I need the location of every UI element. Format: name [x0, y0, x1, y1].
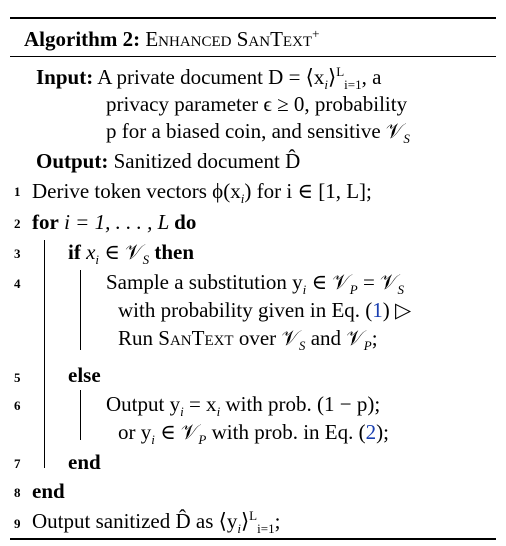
if-scope-bar — [80, 270, 82, 350]
line-number: 4 — [14, 276, 21, 291]
line-number: 8 — [14, 485, 21, 500]
algorithm-line-4c: Run SanText over 𝒱S and 𝒱P; — [118, 326, 378, 354]
algorithm-line-6b: or yi ∈ 𝒱P with prob. in Eq. (2); — [118, 420, 389, 448]
algorithm-line-8: end — [32, 479, 65, 503]
algorithm-line-1: Derive token vectors ϕ(xi) for i ∈ [1, L… — [32, 179, 372, 207]
algorithm-line-4: Sample a substitution yi ∈ 𝒱P = 𝒱S — [106, 270, 405, 298]
line-number: 5 — [14, 370, 21, 385]
line-number: 2 — [14, 216, 21, 231]
input-line-3: p for a biased coin, and sensitive 𝒱S — [106, 119, 410, 147]
algorithm-line-6: Output yi = xi with prob. (1 − p); — [106, 392, 381, 420]
top-rule — [10, 17, 496, 19]
line-number: 1 — [14, 184, 21, 199]
bottom-rule — [10, 538, 496, 540]
algorithm-line-5: else — [68, 363, 101, 387]
line-number: 6 — [14, 398, 21, 413]
algorithm-line-7: end — [68, 450, 101, 474]
input-line-2: privacy parameter ϵ ≥ 0, probability — [106, 92, 408, 116]
mid-rule — [10, 56, 496, 58]
output-line: Output: Sanitized document D̂ — [36, 149, 301, 173]
line-number: 9 — [14, 516, 21, 531]
algorithm-title: Algorithm 2: Enhanced SanText+ — [24, 26, 320, 51]
line-number: 7 — [14, 456, 21, 471]
algorithm-line-4b: with probability given in Eq. (1) ▷ — [118, 298, 412, 322]
input-line-1: Input: A private document D = ⟨xi⟩Li=1, … — [36, 64, 382, 93]
algorithm-line-3: if xi ∈ 𝒱S then — [68, 240, 195, 268]
algorithm-line-2: for i = 1, . . . , L do — [32, 210, 197, 234]
else-scope-bar — [80, 390, 82, 440]
algorithm-line-9: Output sanitized D̂ as ⟨yi⟩Li=1; — [32, 508, 281, 537]
for-scope-bar — [44, 240, 46, 468]
line-number: 3 — [14, 246, 21, 261]
